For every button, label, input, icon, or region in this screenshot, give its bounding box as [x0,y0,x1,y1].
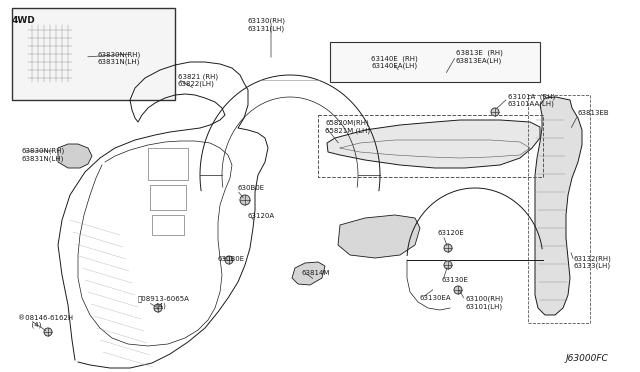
Text: 63813E  (RH)
63813EA(LH): 63813E (RH) 63813EA(LH) [456,50,503,64]
Text: 65820M(RH)
65821M (LH): 65820M(RH) 65821M (LH) [325,120,370,134]
Text: 63821 (RH)
63822(LH): 63821 (RH) 63822(LH) [178,73,218,87]
Text: 63120A: 63120A [247,213,274,219]
Circle shape [44,328,52,336]
Text: ®08146-6162H
      (4): ®08146-6162H (4) [18,315,73,328]
Circle shape [491,108,499,116]
Polygon shape [292,262,325,285]
Text: 63130E: 63130E [441,277,468,283]
Text: 630B0E: 630B0E [218,256,245,262]
Text: 63101A  (RH)
63101AA(LH): 63101A (RH) 63101AA(LH) [508,93,556,107]
Text: 63830N(RH)
63831N(LH): 63830N(RH) 63831N(LH) [98,51,141,65]
Text: 63813EB: 63813EB [578,110,610,116]
Text: 63830N(RH)
63831N(LH): 63830N(RH) 63831N(LH) [22,148,65,162]
Circle shape [454,286,462,294]
Polygon shape [535,97,582,315]
Text: 63130(RH)
63131(LH): 63130(RH) 63131(LH) [248,18,286,32]
Text: 4WD: 4WD [12,16,36,25]
Circle shape [240,195,250,205]
Polygon shape [28,25,72,82]
Text: Ⓝ08913-6065A
        (4): Ⓝ08913-6065A (4) [138,295,190,309]
Text: 63130EA: 63130EA [420,295,452,301]
Text: 630B0E: 630B0E [237,185,264,191]
Polygon shape [58,144,92,168]
Text: 63132(RH)
63133(LH): 63132(RH) 63133(LH) [574,255,612,269]
Bar [12,8,175,100]
Text: 63100(RH)
63101(LH): 63100(RH) 63101(LH) [465,296,503,310]
Bar [528,95,590,323]
Bar [330,42,540,82]
Bar [318,115,543,177]
Polygon shape [338,215,420,258]
Circle shape [225,256,233,264]
Circle shape [444,261,452,269]
Text: 63814M: 63814M [302,270,330,276]
Polygon shape [327,120,540,168]
Circle shape [154,304,162,312]
Text: 63120E: 63120E [437,230,464,236]
Text: J63000FC: J63000FC [565,354,608,363]
Text: 63140E  (RH)
63140EA(LH): 63140E (RH) 63140EA(LH) [371,55,418,69]
Circle shape [444,244,452,252]
